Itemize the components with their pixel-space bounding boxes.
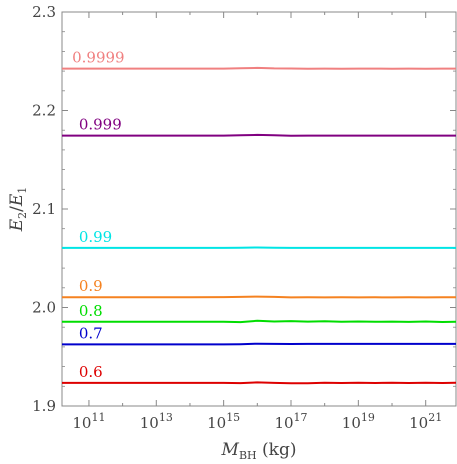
y-axis-label-slash: / [7, 206, 27, 212]
y-axis-label: E2/E1 [7, 187, 29, 233]
series-label-0-999: 0.999 [79, 116, 122, 134]
y-axis-label-a-sub: 2 [16, 212, 29, 219]
x-tick-label-exponent: 15 [226, 411, 240, 424]
x-tick-label: 1015 [207, 411, 240, 432]
y-axis-ticks: 1.9 2.0 2.1 2.2 2.3 [32, 3, 456, 415]
x-axis-label: MBH (kg) [221, 440, 297, 462]
x-tick-label-base: 10 [207, 414, 226, 432]
x-axis-ticks: 1011 1013 1015 1017 1019 1021 [72, 12, 442, 432]
x-tick-label: 1011 [72, 411, 105, 432]
x-axis-label-unit: (kg) [257, 440, 297, 460]
series-labels: 0.9999 0.999 0.99 0.9 0.8 0.7 0.6 [72, 49, 125, 381]
x-tick-label-base: 10 [140, 414, 159, 432]
y-tick-label: 2.0 [32, 299, 56, 317]
x-tick-label-exponent: 17 [294, 411, 308, 424]
x-tick-label: 1013 [140, 411, 173, 432]
plot-frame [61, 11, 457, 407]
series-label-0-6: 0.6 [79, 363, 103, 381]
series-label-0-9999: 0.9999 [72, 49, 125, 67]
series-label-0-7: 0.7 [79, 324, 103, 342]
series-label-0-99: 0.99 [79, 228, 112, 246]
x-tick-label-exponent: 11 [91, 411, 105, 424]
x-tick-label-base: 10 [72, 414, 91, 432]
x-tick-label-base: 10 [409, 414, 428, 432]
x-axis-label-main: M [221, 440, 240, 460]
x-tick-label-exponent: 19 [361, 411, 375, 424]
series-line-0-7 [62, 342, 456, 346]
x-tick-label: 1019 [342, 411, 375, 432]
series-label-0-9: 0.9 [79, 277, 103, 295]
series-line-0-8 [62, 319, 457, 324]
series-line-0-9 [62, 295, 456, 299]
x-tick-label: 1017 [274, 411, 307, 432]
series-line-0-9999 [62, 66, 456, 70]
y-axis-label-b: E [7, 193, 27, 207]
series-label-0-8: 0.8 [79, 302, 103, 320]
y-tick-label: 2.2 [32, 102, 56, 120]
x-tick-label-exponent: 21 [428, 411, 442, 424]
y-axis-label-b-sub: 1 [16, 187, 29, 194]
y-tick-label: 2.1 [32, 200, 56, 218]
x-tick-label-exponent: 13 [159, 411, 173, 424]
x-tick-label-base: 10 [274, 414, 293, 432]
y-axis-label-a: E [7, 218, 27, 232]
series-line-0-999 [62, 133, 456, 137]
series-line-0-6 [62, 381, 457, 385]
y-tick-label: 1.9 [32, 397, 56, 415]
series-lines [62, 66, 457, 385]
x-tick-label-base: 10 [342, 414, 361, 432]
x-tick-label: 1021 [409, 411, 442, 432]
x-axis-label-sub: BH [239, 449, 257, 462]
y-tick-label: 2.3 [32, 3, 56, 21]
